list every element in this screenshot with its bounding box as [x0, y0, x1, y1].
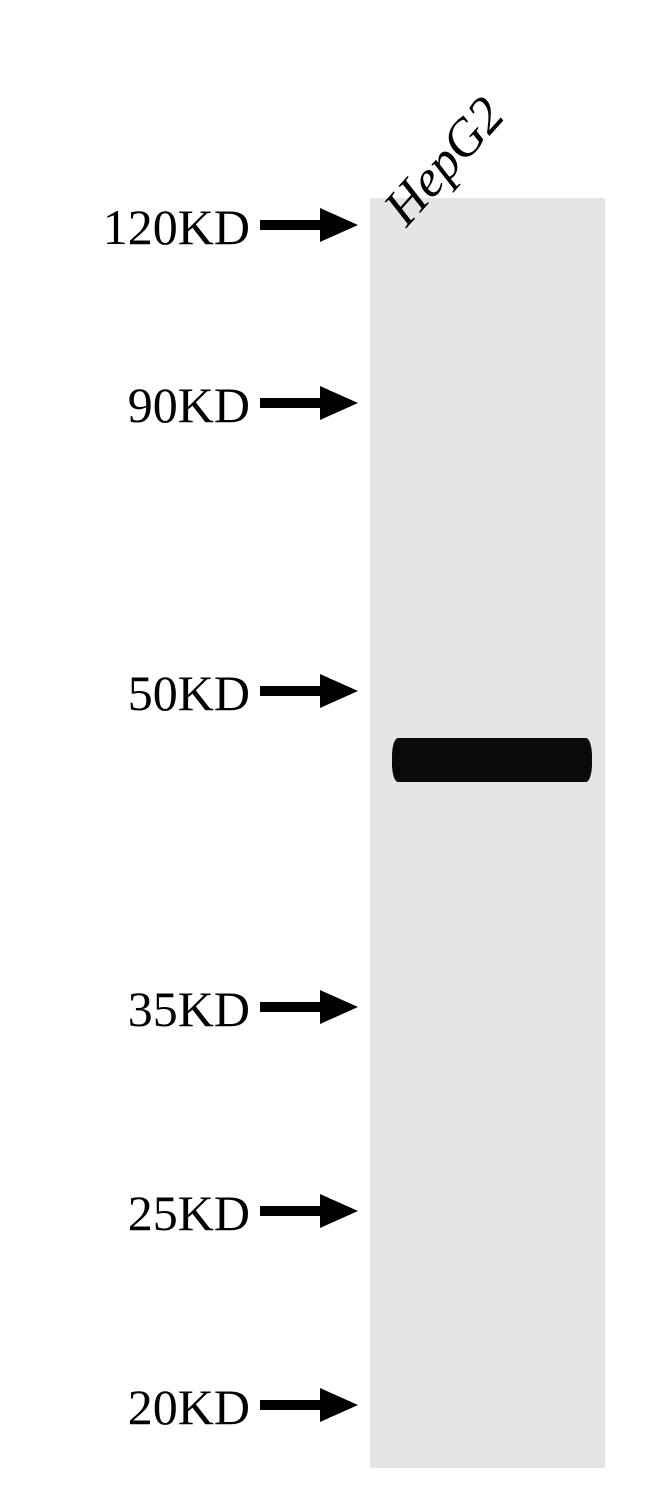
- marker-row: 25KD: [20, 1184, 358, 1242]
- marker-row: 50KD: [20, 664, 358, 722]
- marker-row: 20KD: [20, 1378, 358, 1436]
- arrow-icon: [260, 674, 358, 713]
- arrow-icon: [260, 990, 358, 1029]
- marker-row: 90KD: [20, 376, 358, 434]
- marker-label: 20KD: [20, 1378, 250, 1436]
- marker-label: 90KD: [20, 376, 250, 434]
- marker-label: 25KD: [20, 1184, 250, 1242]
- arrow-icon: [260, 1194, 358, 1233]
- marker-label: 50KD: [20, 664, 250, 722]
- marker-label: 120KD: [20, 198, 250, 256]
- blot-container: HepG2 120KD 90KD 50KD 35KD 25KD 20KD: [0, 0, 650, 1491]
- arrow-icon: [260, 1388, 358, 1427]
- lane-background: [370, 198, 605, 1468]
- arrow-icon: [260, 386, 358, 425]
- marker-row: 120KD: [20, 198, 358, 256]
- arrow-icon: [260, 208, 358, 247]
- marker-row: 35KD: [20, 980, 358, 1038]
- marker-label: 35KD: [20, 980, 250, 1038]
- protein-band: [392, 738, 592, 782]
